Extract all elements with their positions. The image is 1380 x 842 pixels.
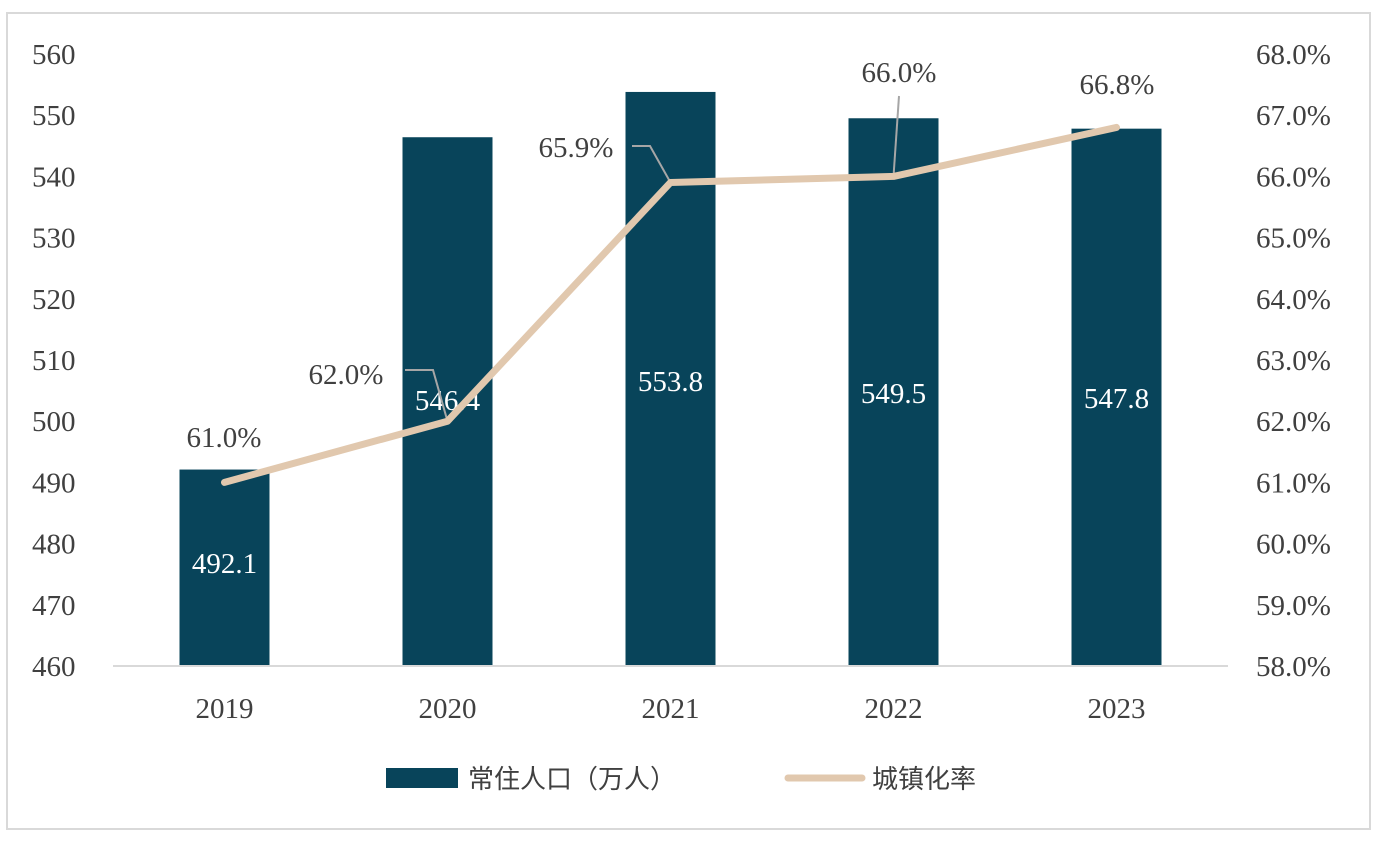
y-left-tick-label: 500 [32, 406, 76, 438]
bar-2023 [1071, 128, 1162, 666]
data-label-leader-line [632, 145, 672, 184]
legend-label-urbanization: 城镇化率 [872, 765, 976, 795]
y-left-tick-label: 510 [32, 345, 76, 377]
y-right-tick-label: 64.0% [1256, 284, 1331, 316]
x-tick-label: 2020 [419, 693, 477, 725]
line-value-label: 66.8% [1080, 69, 1155, 101]
y-right-tick-label: 60.0% [1256, 529, 1331, 561]
y-left-tick-label: 530 [32, 223, 76, 255]
bar-value-label: 547.8 [1084, 383, 1149, 415]
data-label-leader-line [892, 95, 900, 177]
bar-value-label: 553.8 [638, 366, 703, 398]
x-tick-label: 2019 [196, 693, 254, 725]
bar-value-label: 492.1 [192, 548, 257, 580]
urbanization-line [221, 123, 1120, 486]
x-tick-label: 2023 [1088, 693, 1146, 725]
y-left-tick-label: 480 [32, 529, 76, 561]
line-value-label: 65.9% [539, 132, 614, 164]
y-right-tick-label: 67.0% [1256, 100, 1331, 132]
legend-swatch-population [386, 768, 458, 788]
bar-2020 [402, 137, 493, 666]
data-label-leader-line [405, 369, 449, 422]
line-value-label: 61.0% [187, 422, 262, 454]
y-left-tick-label: 550 [32, 100, 76, 132]
legend-label-population: 常住人口（万人） [468, 765, 676, 795]
y-left-tick-label: 470 [32, 590, 76, 622]
y-left-tick-label: 560 [32, 39, 76, 71]
x-tick-label: 2021 [642, 693, 700, 725]
y-right-tick-label: 65.0% [1256, 223, 1331, 255]
bar-2019 [179, 469, 270, 666]
y-right-tick-label: 63.0% [1256, 345, 1331, 377]
y-right-tick-label: 59.0% [1256, 590, 1331, 622]
bar-value-label: 549.5 [861, 378, 926, 410]
x-tick-label: 2022 [865, 693, 923, 725]
y-left-tick-label: 490 [32, 467, 76, 499]
y-right-tick-label: 62.0% [1256, 406, 1331, 438]
y-right-tick-label: 61.0% [1256, 467, 1331, 499]
line-value-label: 66.0% [862, 57, 937, 89]
y-right-tick-label: 58.0% [1256, 651, 1331, 683]
line-value-label: 62.0% [309, 359, 384, 391]
y-left-tick-label: 540 [32, 161, 76, 193]
bar-2022 [848, 118, 939, 666]
y-left-tick-label: 520 [32, 284, 76, 316]
y-right-tick-label: 68.0% [1256, 39, 1331, 71]
y-right-tick-label: 66.0% [1256, 161, 1331, 193]
y-left-tick-label: 460 [32, 651, 76, 683]
